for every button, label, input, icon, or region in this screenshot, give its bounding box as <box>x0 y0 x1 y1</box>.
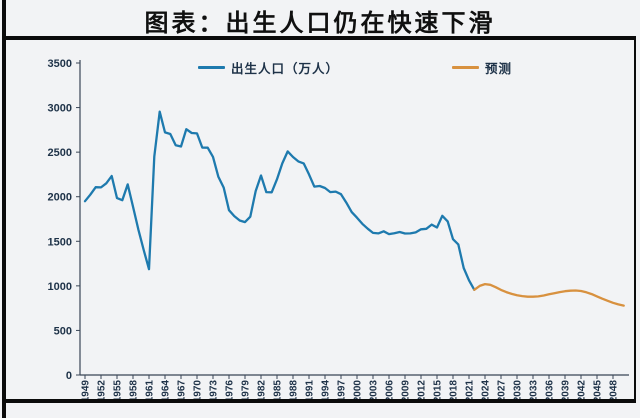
x-tick-label: 1994 <box>321 380 332 403</box>
x-tick-label: 1982 <box>257 380 268 403</box>
x-tick-label: 1967 <box>177 380 188 403</box>
legend-item-actual: 出生人口（万人） <box>198 59 340 76</box>
x-tick-label: 2015 <box>433 380 444 403</box>
x-tick-label: 1958 <box>129 380 140 403</box>
x-tick-label: 1961 <box>145 380 156 403</box>
y-tick-label: 3000 <box>48 103 72 115</box>
x-tick-label: 1997 <box>337 380 348 403</box>
x-tick-label: 1949 <box>81 380 92 403</box>
x-tick-label: 1985 <box>273 380 284 403</box>
bottom-rule <box>6 399 634 403</box>
series-line-actual <box>83 110 476 291</box>
legend-label-forecast: 预测 <box>485 61 513 76</box>
left-border-bar <box>2 0 6 418</box>
x-tick-label: 1979 <box>241 380 252 403</box>
x-tick-label: 2030 <box>513 380 524 403</box>
series-line-forecast <box>473 282 625 307</box>
x-tick-label: 2009 <box>401 380 412 403</box>
right-border-line <box>634 36 636 403</box>
legend-line-swatch-actual <box>198 65 225 69</box>
x-tick-label: 2027 <box>497 380 508 403</box>
y-tick-label: 3500 <box>48 58 72 70</box>
y-tick-label: 1500 <box>48 236 72 248</box>
y-tick-label: 1000 <box>48 281 72 293</box>
x-tick-label: 2036 <box>545 380 556 403</box>
x-tick-label: 2018 <box>449 380 460 403</box>
y-tick-label: 500 <box>54 325 72 337</box>
x-tick-label: 1964 <box>161 380 172 403</box>
x-tick-label: 1970 <box>193 380 204 403</box>
x-tick-label: 2000 <box>353 380 364 403</box>
chart-title: 图表：出生人口仍在快速下滑 <box>144 11 496 37</box>
x-tick-label: 1955 <box>113 380 124 403</box>
x-tick-label: 1973 <box>209 380 220 403</box>
legend-item-forecast: 预测 <box>452 59 513 76</box>
x-tick-label: 2048 <box>609 380 620 403</box>
x-tick-label: 1952 <box>97 380 108 403</box>
x-tick-label: 2006 <box>385 380 396 403</box>
x-tick-label: 2003 <box>369 380 380 403</box>
x-tick-label: 2042 <box>577 380 588 403</box>
x-tick-label: 2012 <box>417 380 428 403</box>
x-tick-label: 2039 <box>561 380 572 403</box>
x-tick-label: 2033 <box>529 380 540 403</box>
x-tick-label: 2021 <box>465 380 476 403</box>
title-divider-rule <box>6 36 634 40</box>
legend-label-actual: 出生人口（万人） <box>231 61 340 76</box>
x-tick-label: 1976 <box>225 380 236 403</box>
y-tick-label: 2500 <box>48 147 72 159</box>
x-tick-label: 2045 <box>593 380 604 403</box>
x-tick-label: 2024 <box>481 380 492 403</box>
x-tick-label: 1988 <box>289 380 300 403</box>
y-tick-label: 2000 <box>48 192 72 204</box>
y-tick-label: 0 <box>66 370 72 382</box>
x-tick-label: 1991 <box>305 380 316 403</box>
legend-line-swatch-forecast <box>452 65 479 69</box>
